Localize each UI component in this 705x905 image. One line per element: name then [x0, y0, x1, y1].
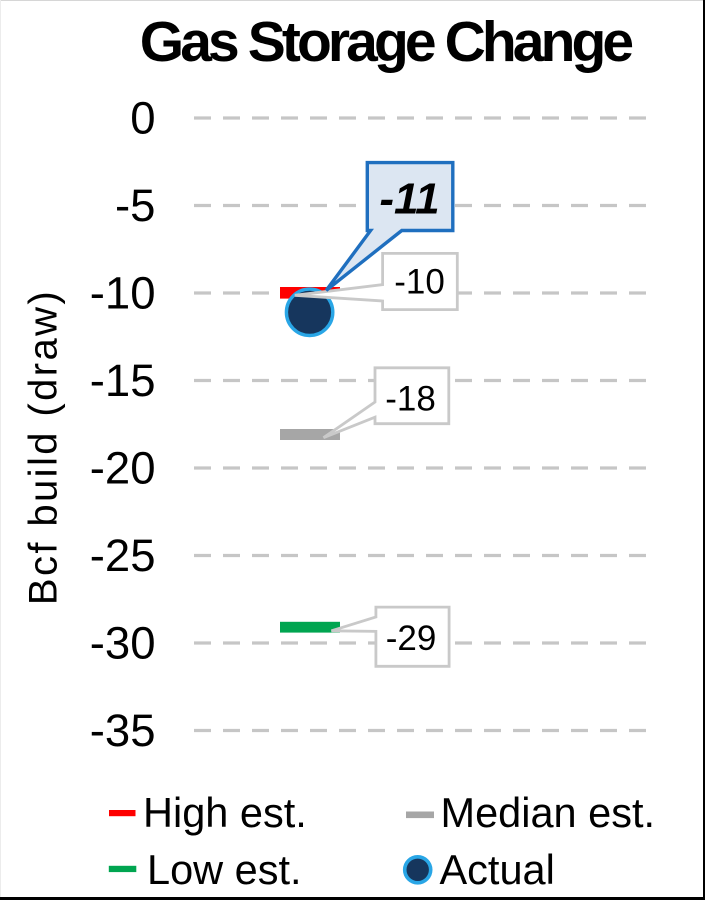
svg-text:-30: -30 — [90, 618, 156, 669]
svg-text:-18: -18 — [385, 380, 436, 419]
svg-text:0: 0 — [130, 93, 155, 144]
svg-text:-29: -29 — [386, 619, 437, 658]
svg-text:Gas Storage Change: Gas Storage Change — [140, 10, 633, 74]
svg-text:Actual: Actual — [440, 846, 555, 893]
svg-text:-15: -15 — [90, 355, 156, 406]
svg-text:Bcf build (draw): Bcf build (draw) — [22, 289, 66, 605]
svg-text:-10: -10 — [394, 263, 445, 302]
svg-text:-5: -5 — [115, 180, 155, 231]
svg-text:High est.: High est. — [143, 789, 307, 836]
svg-text:-11: -11 — [379, 175, 439, 224]
svg-text:-10: -10 — [90, 268, 156, 319]
svg-text:Median est.: Median est. — [441, 789, 656, 836]
svg-text:-25: -25 — [90, 530, 156, 581]
svg-text:Low est.: Low est. — [147, 846, 302, 893]
svg-text:-35: -35 — [90, 705, 156, 756]
svg-text:-20: -20 — [90, 443, 156, 494]
